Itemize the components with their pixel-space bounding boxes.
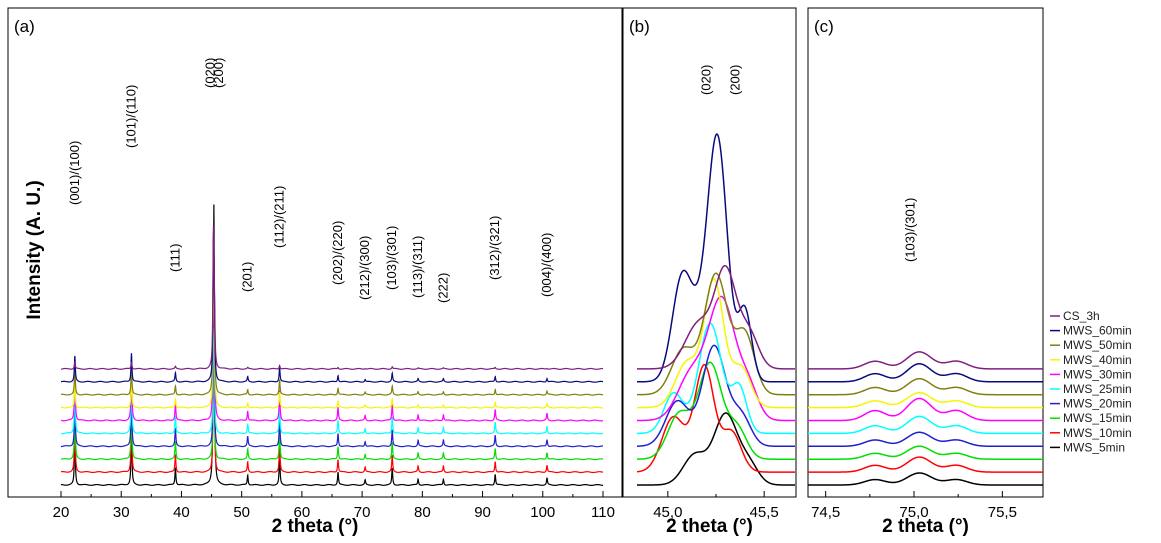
y-axis-title: Intensity (A. U.) — [24, 180, 45, 319]
legend-label-mws-30min: MWS_30min — [1063, 367, 1132, 381]
trace-mws-30min — [808, 397, 1043, 422]
x-tick-label: 74,5 — [811, 504, 840, 521]
trace-mws-40min — [60, 263, 603, 409]
legend-label-mws-60min: MWS_60min — [1063, 324, 1132, 338]
trace-cs-3h — [637, 264, 795, 370]
trace-mws-50min — [808, 377, 1043, 396]
legend-label-mws-15min: MWS_15min — [1063, 411, 1132, 425]
trace-mws-15min — [636, 361, 795, 460]
trace-mws-30min — [60, 271, 604, 422]
peak-label: (020) — [202, 58, 217, 88]
traces — [60, 204, 604, 486]
x-tick-label: 75,5 — [988, 504, 1017, 521]
trace-mws-40min — [808, 391, 1043, 409]
legend-label-mws-5min: MWS_5min — [1063, 440, 1125, 454]
trace-cs-3h — [808, 351, 1043, 370]
trace-mws-5min — [637, 412, 795, 486]
trace-mws-20min — [808, 431, 1043, 448]
trace-mws-5min — [808, 472, 1043, 486]
peak-label: (103)/(301) — [384, 226, 399, 290]
peak-label: (111) — [167, 244, 182, 272]
traces — [808, 351, 1043, 486]
x-tick-label: 75,0 — [899, 504, 928, 521]
peak-label: (020) — [698, 65, 713, 95]
legend-label-mws-40min: MWS_40min — [1063, 353, 1132, 367]
panel-label: (a) — [14, 17, 35, 36]
panel-b: 45,0 45,5 (020) (200) (b) 2 theta (°) — [622, 7, 797, 537]
x-tick-label: 60 — [294, 504, 311, 521]
peak-label: (103)/(301) — [902, 198, 917, 262]
legend-label-mws-25min: MWS_25min — [1063, 382, 1132, 396]
x-tick-label: 30 — [113, 504, 130, 521]
legend-label-cs-3h: CS_3h — [1063, 309, 1100, 323]
trace-mws-60min — [60, 233, 604, 383]
peak-label: (201) — [240, 262, 255, 292]
trace-mws-30min — [637, 295, 795, 422]
peak-label: (113)/(311) — [410, 236, 425, 298]
trace-mws-15min — [808, 445, 1043, 460]
peak-label: (001)/(100) — [67, 141, 82, 205]
trace-mws-40min — [637, 278, 795, 409]
legend-label-mws-10min: MWS_10min — [1063, 426, 1132, 440]
traces — [636, 133, 795, 486]
x-tick-label: 70 — [354, 504, 371, 521]
trace-mws-15min — [60, 354, 604, 461]
peak-label: (200) — [211, 58, 226, 88]
panel-label: (c) — [814, 17, 834, 36]
plot-frame — [7, 7, 623, 498]
peak-label: (101)/(110) — [123, 85, 138, 148]
x-axis-title: 2 theta (°) — [882, 516, 969, 537]
trace-mws-50min — [637, 272, 795, 396]
x-tick-label: 45,0 — [653, 504, 682, 521]
trace-mws-20min — [60, 346, 604, 448]
legend-label-mws-50min: MWS_50min — [1063, 338, 1132, 352]
trace-mws-60min — [808, 363, 1043, 383]
trace-mws-10min — [636, 363, 795, 473]
trace-mws-10min — [808, 456, 1043, 473]
x-axis-title: 2 theta (°) — [666, 516, 753, 537]
x-tick-label: 90 — [474, 504, 491, 521]
panel-c: 74,5 75,0 75,5 (103)/(301) (c) 2 theta (°) — [807, 7, 1044, 537]
peak-label: (312)/(321) — [487, 216, 502, 280]
legend: CS_3hMWS_60minMWS_50minMWS_40minMWS_30mi… — [1050, 309, 1132, 454]
peak-label: (112)/(211) — [272, 186, 287, 248]
trace-mws-25min — [60, 328, 604, 435]
x-tick-label: 40 — [173, 504, 190, 521]
x-tick-label: 20 — [53, 504, 70, 521]
peak-label: (200) — [727, 65, 742, 95]
plot-frame — [622, 7, 797, 498]
panel-a: 20 30 40 50 60 70 80 90 100 110 (001)/(100) (101)/(… — [7, 7, 623, 537]
trace-mws-25min — [637, 322, 795, 435]
trace-mws-60min — [637, 133, 795, 383]
trace-mws-25min — [808, 415, 1043, 435]
x-tick-label: 100 — [530, 504, 555, 521]
x-tick-label: 45,5 — [750, 504, 779, 521]
x-axis-title: 2 theta (°) — [272, 516, 359, 537]
panel-label: (b) — [629, 17, 650, 36]
trace-cs-3h — [60, 225, 603, 370]
x-tick-label: 50 — [233, 504, 250, 521]
x-tick-label: 110 — [591, 504, 615, 521]
peak-label: (202)/(220) — [330, 221, 345, 285]
peak-label: (222) — [435, 273, 450, 303]
plot-frame — [807, 7, 1044, 498]
trace-mws-50min — [60, 246, 604, 396]
legend-label-mws-20min: MWS_20min — [1063, 397, 1132, 411]
peak-label: (004)/(400) — [539, 233, 554, 297]
peak-label: (212)/(300) — [357, 236, 372, 300]
trace-mws-5min — [60, 204, 604, 486]
trace-mws-10min — [60, 338, 604, 474]
trace-mws-20min — [636, 344, 795, 448]
x-tick-label: 80 — [414, 504, 431, 521]
